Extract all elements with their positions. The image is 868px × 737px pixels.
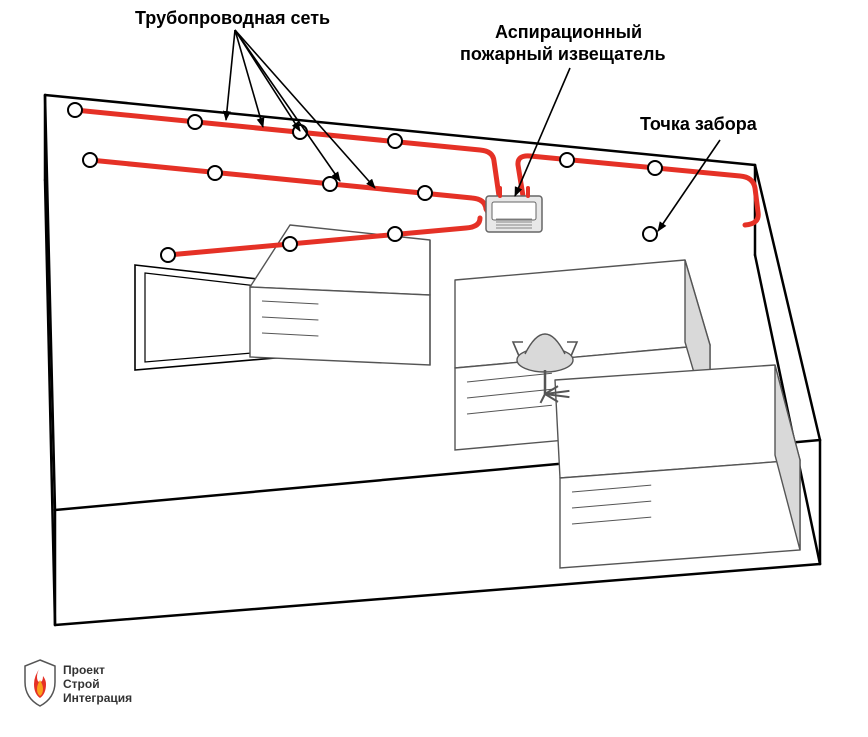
- sampling-point: [161, 248, 175, 262]
- logo-line3: Интеграция: [63, 691, 132, 705]
- label-pipe-network: Трубопроводная сеть: [135, 8, 330, 28]
- sampling-point: [323, 177, 337, 191]
- sampling-point: [388, 134, 402, 148]
- sampling-point: [83, 153, 97, 167]
- sampling-point: [388, 227, 402, 241]
- aspirating-detector-diagram: Трубопроводная сеть Аспирационный пожарн…: [0, 0, 868, 737]
- sampling-point: [643, 227, 657, 241]
- logo-line2: Строй: [63, 677, 100, 691]
- label-detector-line1: Аспирационный: [495, 22, 642, 42]
- logo-line1: Проект: [63, 663, 105, 677]
- pipe-1: [75, 110, 499, 196]
- pipe-4: [518, 156, 758, 225]
- sampling-point: [648, 161, 662, 175]
- sampling-point: [208, 166, 222, 180]
- company-logo: Проект Строй Интеграция: [25, 660, 132, 706]
- aspirating-detector-unit: [486, 188, 542, 232]
- label-detector-line2: пожарный извещатель: [460, 44, 666, 64]
- label-sampling-point: Точка забора: [640, 114, 758, 134]
- furniture: [250, 225, 800, 568]
- sampling-point: [418, 186, 432, 200]
- sampling-point: [188, 115, 202, 129]
- sampling-point: [293, 125, 307, 139]
- sampling-point: [283, 237, 297, 251]
- sampling-point: [68, 103, 82, 117]
- sampling-point: [560, 153, 574, 167]
